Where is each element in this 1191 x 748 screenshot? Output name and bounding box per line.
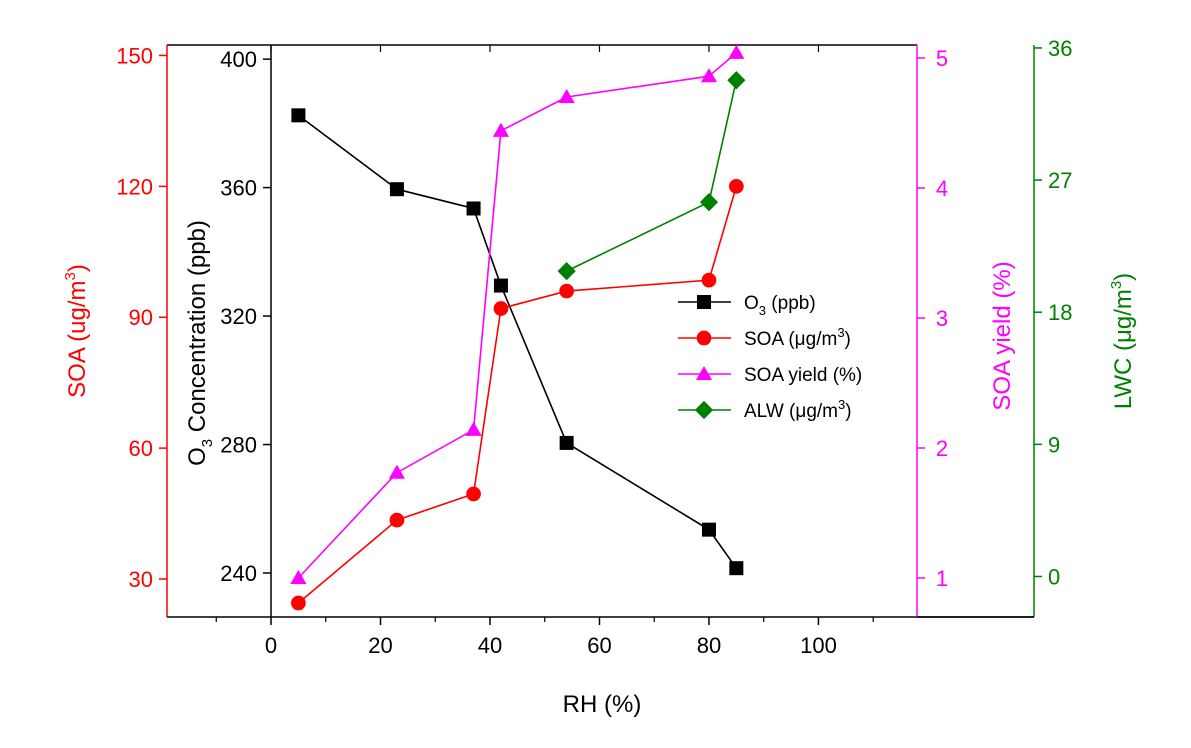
x-tick-label: 0 xyxy=(265,633,277,658)
data-point-o3 xyxy=(701,522,716,537)
data-point-soa xyxy=(493,301,509,316)
lwc-axis-title: LWC (μg/m3) xyxy=(1108,273,1137,409)
data-point-o3 xyxy=(559,435,574,450)
legend-label-sup: 3 xyxy=(837,325,844,340)
soa-title-end: ) xyxy=(64,264,91,272)
soa-axis-title: SOA (ug/m3) xyxy=(62,264,91,398)
legend-label-part: O xyxy=(744,293,759,314)
lwc-tick-label: 18 xyxy=(1048,300,1072,325)
legend-marker xyxy=(695,365,713,381)
legend-label: O3 (ppb) xyxy=(744,293,816,318)
data-point-yield xyxy=(558,88,575,104)
data-point-o3 xyxy=(493,278,508,293)
yield-tick-label: 5 xyxy=(936,46,948,71)
soa-title-sup: 3 xyxy=(62,272,79,280)
series-line-alw xyxy=(566,80,738,272)
data-point-yield xyxy=(388,464,405,479)
data-point-soa xyxy=(291,595,306,611)
axis-titles: RH (%)SOA (ug/m3)O3 Concentration (ppb) S… xyxy=(62,220,1137,718)
data-point-yield xyxy=(465,421,482,436)
x-axis-title: RH (%) xyxy=(563,691,642,718)
data-point-yield xyxy=(700,68,718,83)
lwc-title-main: LWC (μg/m xyxy=(1110,289,1137,409)
data-point-soa xyxy=(559,283,574,299)
legend-marker xyxy=(697,295,711,309)
legend-label-main: (ppb) xyxy=(766,293,816,314)
data-point-alw xyxy=(557,261,576,281)
series-alw xyxy=(557,71,746,281)
data-point-o3 xyxy=(466,201,481,216)
o3-tick-label: 360 xyxy=(220,176,257,201)
o3-tick-label: 280 xyxy=(220,433,257,458)
o3-title-pre: O xyxy=(184,447,211,466)
yield-tick-label: 1 xyxy=(936,566,948,591)
soa-tick-label: 60 xyxy=(129,436,153,461)
series-layer xyxy=(290,44,746,611)
data-point-o3 xyxy=(729,561,744,576)
data-point-alw xyxy=(727,71,746,90)
data-point-soa xyxy=(389,512,405,528)
data-point-yield xyxy=(728,44,745,59)
data-point-soa xyxy=(466,486,481,502)
lwc-tick-label: 27 xyxy=(1048,168,1072,193)
o3-title-sub: 3 xyxy=(199,439,216,447)
soa-tick-label: 90 xyxy=(129,305,153,330)
lwc-title-end: ) xyxy=(1110,273,1137,281)
legend-item-o3: O3 (ppb) xyxy=(678,293,816,318)
data-point-soa xyxy=(701,272,717,288)
legend-label-main: ALW (μg/m xyxy=(744,401,838,422)
o3-tick-label: 240 xyxy=(220,561,257,586)
x-tick-label: 80 xyxy=(697,633,721,658)
series-line-soa xyxy=(297,186,738,604)
data-point-o3 xyxy=(291,108,306,123)
legend-label-end: ) xyxy=(845,401,851,422)
o3-tick-label: 400 xyxy=(220,47,257,72)
legend-label: ALW (μg/m3) xyxy=(744,397,852,422)
legend-label-sub: 3 xyxy=(759,303,766,318)
yield-tick-label: 3 xyxy=(936,306,948,331)
lwc-tick-label: 9 xyxy=(1048,432,1060,457)
series-line-yield xyxy=(297,52,737,579)
legend-label-sup: 3 xyxy=(838,397,845,412)
x-tick-label: 40 xyxy=(478,633,502,658)
yield-tick-label: 2 xyxy=(936,436,948,461)
legend-label: SOA (μg/m3) xyxy=(744,325,851,350)
series-yield xyxy=(290,44,745,585)
data-point-o3 xyxy=(389,182,404,197)
x-tick-label: 100 xyxy=(800,633,837,658)
data-point-soa xyxy=(728,179,744,194)
x-tick-label: 20 xyxy=(368,633,392,658)
yield-axis-title: SOA yield (%) xyxy=(989,261,1016,410)
o3-title-main: Concentration (ppb) xyxy=(184,220,211,439)
legend-label-main: SOA yield (%) xyxy=(744,365,862,386)
series-line-o3 xyxy=(297,114,737,569)
x-tick-label: 60 xyxy=(587,633,611,658)
o3-tick-label: 320 xyxy=(220,304,257,329)
legend-item-yield: SOA yield (%) xyxy=(678,365,862,386)
axes-layer: 0 20 40 60 80 1003060901201502402803203604001… xyxy=(116,36,1072,658)
legend-marker xyxy=(696,330,712,346)
yield-tick-label: 4 xyxy=(936,176,948,201)
legend-label-end: ) xyxy=(845,329,851,350)
legend-item-alw: ALW (μg/m3) xyxy=(678,397,852,422)
lwc-title-sup: 3 xyxy=(1108,281,1125,289)
lwc-tick-label: 36 xyxy=(1048,36,1072,61)
legend: O3 (ppb)SOA (μg/m3)SOA yield (%)ALW (μg/… xyxy=(678,293,862,422)
data-point-alw xyxy=(699,192,719,212)
o3-axis-title: O3 Concentration (ppb) xyxy=(184,220,216,466)
soa-tick-label: 150 xyxy=(116,43,153,68)
data-point-yield xyxy=(290,569,307,585)
legend-label-main: SOA (μg/m xyxy=(744,329,837,350)
lwc-tick-label: 0 xyxy=(1048,564,1060,589)
series-o3 xyxy=(291,108,744,576)
soa-tick-label: 30 xyxy=(129,567,153,592)
series-soa xyxy=(291,179,744,611)
legend-label: SOA yield (%) xyxy=(744,365,862,386)
legend-item-soa: SOA (μg/m3) xyxy=(678,325,851,350)
soa-title-main: SOA (ug/m xyxy=(64,280,91,397)
legend-marker xyxy=(694,400,714,420)
data-point-yield xyxy=(492,122,509,137)
soa-tick-label: 120 xyxy=(116,174,153,199)
